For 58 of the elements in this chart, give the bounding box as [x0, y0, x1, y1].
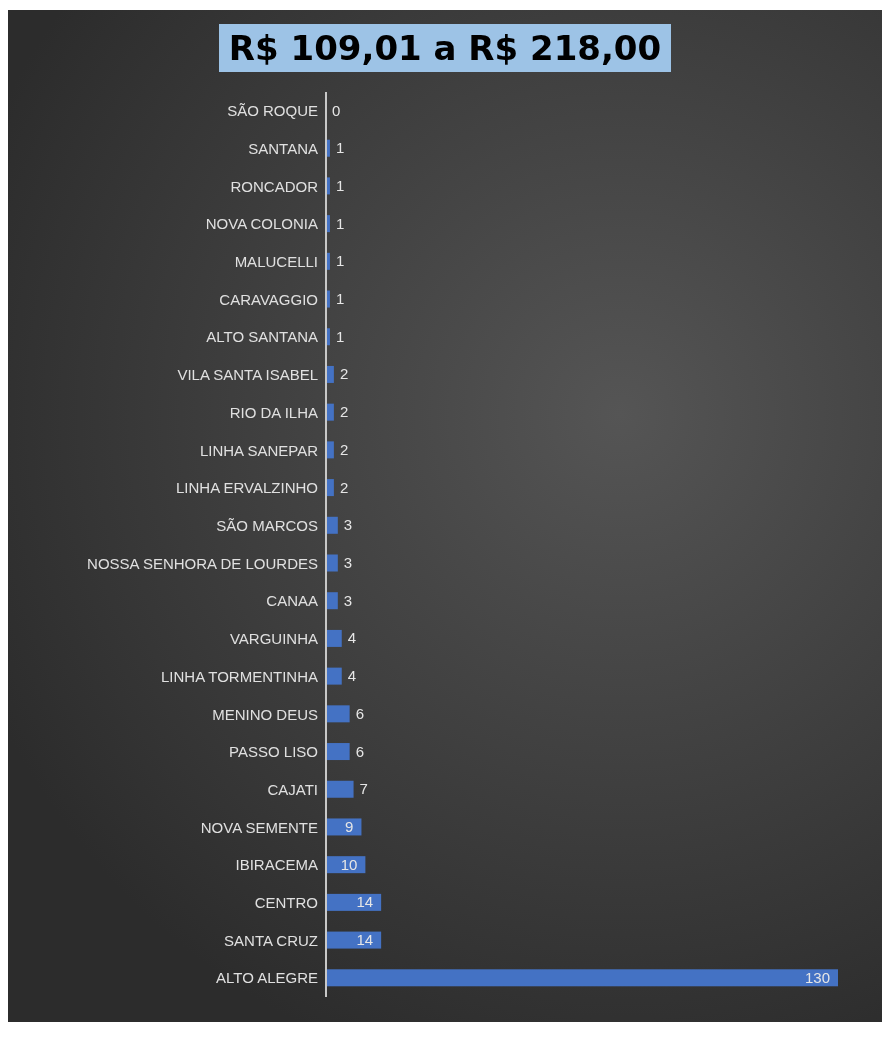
bar	[326, 629, 342, 647]
y-tick-label: LINHA ERVALZINHO	[176, 479, 318, 497]
y-tick-label: SANTA CRUZ	[224, 931, 318, 949]
y-tick-label: CAJATI	[267, 780, 318, 798]
bar	[326, 592, 338, 610]
y-tick-label: LINHA SANEPAR	[199, 441, 319, 459]
y-tick-label: NOVA SEMENTE	[200, 818, 318, 836]
data-label: 14	[356, 893, 374, 911]
chart-title: R$ 109,01 a R$ 218,00	[218, 24, 672, 72]
data-label: 4	[347, 629, 357, 647]
y-tick-label: SANTANA	[248, 139, 318, 157]
bar	[326, 780, 354, 798]
data-label: 0	[332, 101, 341, 119]
data-label: 1	[335, 139, 345, 157]
data-label: 14	[356, 931, 374, 949]
data-label: 1	[335, 252, 345, 270]
bar	[326, 516, 338, 534]
bar	[326, 969, 838, 987]
y-tick-label: CANAA	[266, 592, 318, 610]
y-tick-label: VARGUINHA	[229, 630, 318, 648]
y-tick-label: NOSSA SENHORA DE LOURDES	[87, 554, 318, 572]
y-tick-label: CENTRO	[254, 894, 318, 912]
data-label: 2	[339, 440, 349, 458]
y-tick-label: LINHA TORMENTINHA	[161, 667, 318, 685]
y-tick-label: SÃO MARCOS	[216, 516, 318, 534]
data-label: 1	[335, 176, 345, 194]
data-label: 2	[339, 478, 349, 496]
bar	[326, 554, 338, 572]
y-tick-label: ALTO SANTANA	[206, 328, 318, 346]
y-tick-label: NOVA COLONIA	[205, 215, 318, 233]
y-tick-label: SÃO ROQUE	[227, 102, 318, 120]
data-label: 1	[335, 214, 345, 232]
data-label: 2	[339, 403, 349, 421]
data-label: 1	[335, 290, 345, 308]
data-label: 3	[343, 591, 353, 609]
y-tick-label: RONCADOR	[230, 177, 319, 195]
y-tick-label: CARAVAGGIO	[219, 290, 318, 308]
bar	[326, 743, 350, 761]
data-label: 3	[343, 516, 353, 534]
data-label: 4	[347, 667, 357, 685]
y-tick-label: IBIRACEMA	[235, 856, 318, 874]
data-label: 3	[343, 554, 353, 571]
data-label: 2	[339, 365, 349, 383]
data-label: 7	[359, 780, 368, 798]
y-tick-label: MALUCELLI	[234, 253, 318, 271]
y-tick-label: ALTO ALEGRE	[216, 969, 318, 987]
y-tick-label: VILA SANTA ISABEL	[177, 366, 318, 384]
bar	[326, 705, 350, 723]
data-label: 1	[335, 327, 345, 345]
y-tick-label: RIO DA ILHA	[229, 403, 318, 421]
data-label: 6	[355, 742, 364, 760]
y-tick-label: MENINO DEUS	[212, 705, 318, 723]
data-label: 130	[804, 968, 830, 986]
y-tick-label: PASSO LISO	[229, 743, 318, 761]
bar	[326, 667, 342, 685]
data-label: 9	[345, 817, 354, 835]
data-label: 10	[340, 855, 358, 873]
data-label: 6	[355, 704, 364, 722]
